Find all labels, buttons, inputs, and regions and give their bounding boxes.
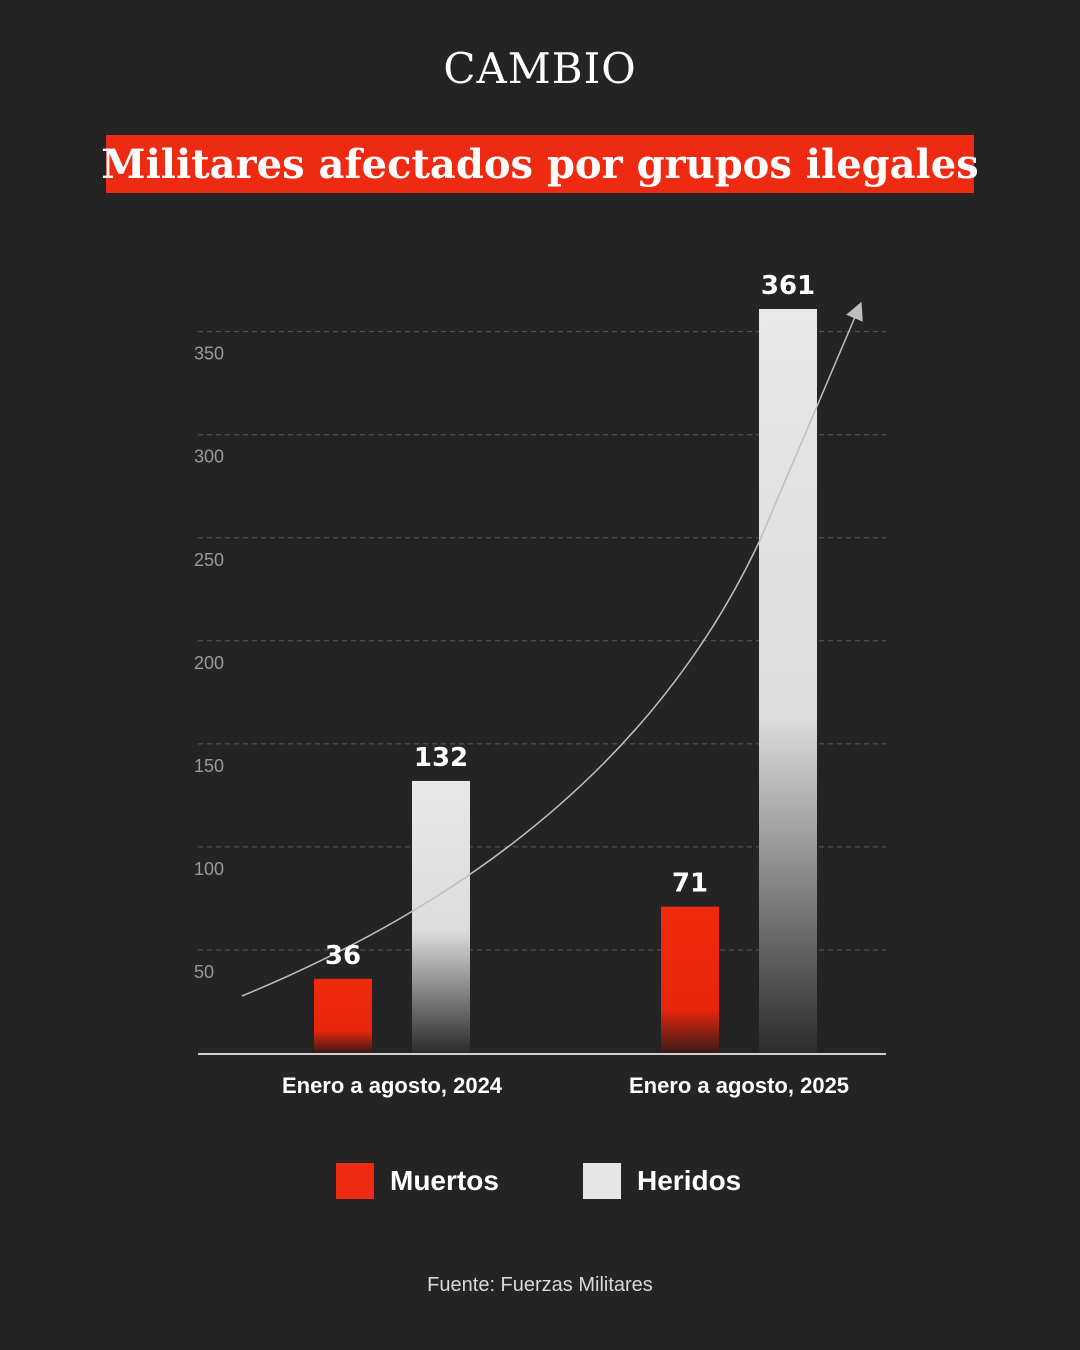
y-tick-label: 300: [194, 447, 224, 467]
grid-lines: [198, 331, 886, 951]
chart-title: Militares afectados por grupos ilegales: [101, 140, 979, 188]
legend-item-muertos: Muertos: [336, 1162, 499, 1200]
trend-arrow: [241, 301, 863, 997]
title-banner: Militares afectados por grupos ilegales: [101, 135, 979, 193]
data-labels: 36 71 132 361: [325, 271, 815, 971]
x-tick-label: Enero a agosto, 2025: [629, 1073, 849, 1098]
y-axis-ticks: 50 100 150 200 250 300 350: [194, 344, 224, 982]
data-label: 36: [325, 941, 361, 971]
y-tick-label: 50: [194, 962, 214, 982]
legend-label-heridos: Heridos: [637, 1165, 742, 1196]
y-tick-label: 150: [194, 756, 224, 776]
bars: [314, 309, 817, 1053]
bar-muertos-1: [314, 978, 372, 1053]
legend-swatch-muertos: [336, 1163, 374, 1199]
legend: Muertos Heridos: [0, 1162, 1080, 1200]
data-label: 132: [414, 743, 468, 773]
x-axis-labels: Enero a agosto, 2024 Enero a agosto, 2025: [282, 1073, 849, 1098]
legend-label-muertos: Muertos: [390, 1165, 499, 1196]
brand-logo: CAMBIO: [443, 44, 637, 93]
bar-heridos-2: [759, 309, 817, 1053]
y-tick-label: 200: [194, 653, 224, 673]
y-tick-label: 250: [194, 550, 224, 570]
data-label: 71: [672, 869, 708, 899]
bar-heridos-1: [412, 780, 470, 1053]
y-tick-label: 100: [194, 859, 224, 879]
source-note: Fuente: Fuerzas Militares: [427, 1274, 653, 1296]
y-tick-label: 350: [194, 344, 224, 364]
legend-swatch-heridos: [583, 1163, 621, 1199]
data-label: 361: [761, 271, 815, 301]
legend-item-heridos: Heridos: [583, 1162, 741, 1200]
x-tick-label: Enero a agosto, 2024: [282, 1073, 503, 1098]
bar-muertos-2: [661, 906, 719, 1053]
